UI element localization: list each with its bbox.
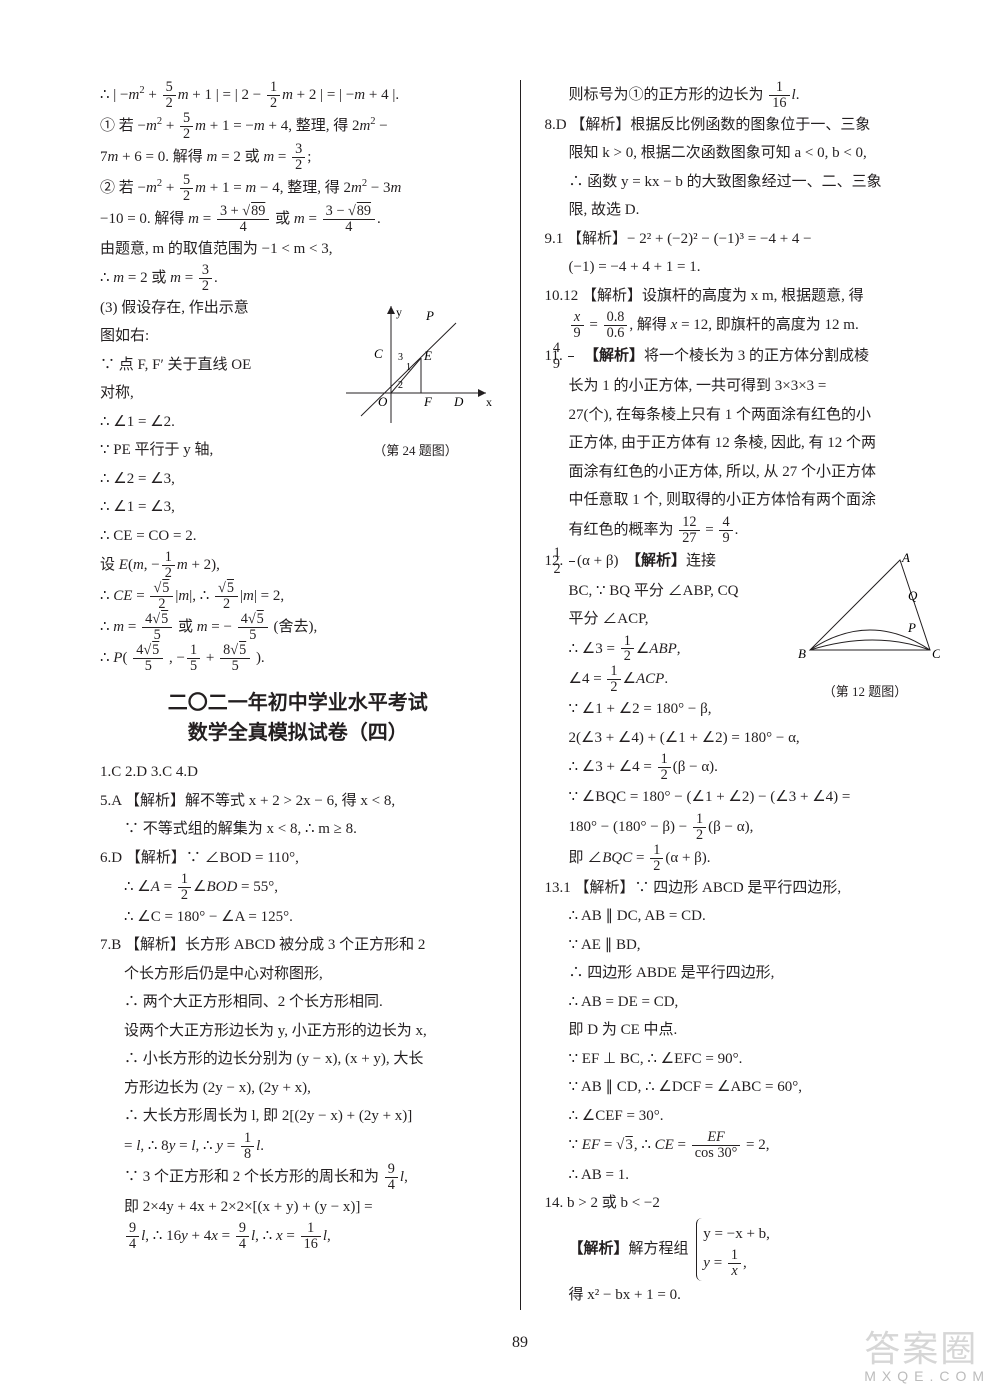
title-line-2: 数学全真模拟试卷（四） xyxy=(100,718,496,748)
line: 方形边长为 (2y − x), (2y + x), xyxy=(100,1074,496,1103)
svg-text:1: 1 xyxy=(406,362,411,373)
svg-text:3: 3 xyxy=(398,352,403,363)
line: ∴ m = 2 或 m = 32. xyxy=(100,263,496,294)
line: (−1) = −4 + 4 + 1 = 1. xyxy=(545,253,941,282)
line: 得 x² − bx + 1 = 0. xyxy=(545,1281,941,1310)
svg-text:P: P xyxy=(425,308,434,323)
line: 即 ∠BQC = 12(α + β). xyxy=(545,843,941,874)
axis-x-label: x xyxy=(486,395,492,409)
line: 中任意取 1 个, 则取得的小正方体恰有两个面涂 xyxy=(545,486,941,515)
line: ∴ ∠2 = ∠3, xyxy=(100,465,496,494)
page-number: 89 xyxy=(100,1334,940,1352)
title-line-1: 二〇二一年初中学业水平考试 xyxy=(100,688,496,718)
q14: 14. b > 2 或 b < −2 xyxy=(545,1189,941,1218)
line: 设两个大正方形边长为 y, 小正方形的边长为 x, xyxy=(100,1017,496,1046)
line: ∵ AE ∥ BD, xyxy=(545,931,941,960)
line: 【解析】解方程组 y = −x + b, y = 1x, xyxy=(545,1218,941,1281)
page-root: ∴ | −m2 + 52m + 1 | = | 2 − 12m + 2 | = … xyxy=(0,0,1000,1392)
line: 由题意, m 的取值范围为 −1 < m < 3, xyxy=(100,235,496,264)
line: ∴ CE = CO = 2. xyxy=(100,522,496,551)
line: ∴ 四边形 ABDE 是平行四边形, xyxy=(545,959,941,988)
line: ∴ ∠CEF = 30°. xyxy=(545,1102,941,1131)
line: 面涂有红色的小正方体, 所以, 从 27 个小正方体 xyxy=(545,458,941,487)
line: 180° − (180° − β) − 12(β − α), xyxy=(545,812,941,843)
line: −10 = 0. 解得 m = 3 + √894 或 m = 3 − √894. xyxy=(100,204,496,235)
line: 94l, ∴ 16y + 4x = 94l, ∴ x = 116l, xyxy=(100,1221,496,1252)
figure-12: A B C Q P （第 12 题图） xyxy=(790,550,940,705)
line: 7m + 6 = 0. 解得 m = 2 或 m = 32; xyxy=(100,142,496,173)
q13: 13.1 【解析】∵ 四边形 ABCD 是平行四边形, xyxy=(545,874,941,903)
figure-24: y x P C E O F D 3 1 2 （第 24 题图） xyxy=(336,298,496,463)
line: x9 = 0.80.6, 解得 x = 12, 即旗杆的高度为 12 m. xyxy=(545,310,941,341)
line: ∵ AB ∥ CD, ∴ ∠DCF = ∠ABC = 60°, xyxy=(545,1073,941,1102)
line: 则标号为①的正方形的边长为 116l. xyxy=(545,80,941,111)
line: ∴ AB ∥ DC, AB = CD. xyxy=(545,902,941,931)
svg-text:C: C xyxy=(932,646,940,661)
line: 2(∠3 + ∠4) + (∠1 + ∠2) = 180° − α, xyxy=(545,724,941,753)
line: 正方体, 由于正方体有 12 条棱, 因此, 有 12 个两 xyxy=(545,429,941,458)
svg-text:O: O xyxy=(378,394,388,409)
line: ∴ CE = √52|m|, ∴ √52|m| = 2, xyxy=(100,581,496,612)
line: ∴ P( 4√55 , −15 + 8√55 ). xyxy=(100,643,496,674)
line: = l, ∴ 8y = l, ∴ y = 18l. xyxy=(100,1131,496,1162)
column-divider xyxy=(520,80,521,1310)
q9: 9.1 【解析】− 2² + (−2)² − (−1)³ = −4 + 4 − xyxy=(545,225,941,254)
line: ∵ 3 个正方形和 2 个长方形的周长和为 94l, xyxy=(100,1162,496,1193)
line: ∴ AB = DE = CD, xyxy=(545,988,941,1017)
line: ∴ 函数 y = kx − b 的大致图象经过一、二、三象 xyxy=(545,168,941,197)
line: 有红色的概率为 1227 = 49. xyxy=(545,515,941,546)
line: 限知 k > 0, 根据二次函数图象可知 a < 0, b < 0, xyxy=(545,139,941,168)
line: 27(个), 在每条棱上只有 1 个两面涂有红色的小 xyxy=(545,401,941,430)
q6: 6.D 【解析】∵ ∠BOD = 110°, xyxy=(100,844,496,873)
line: 限, 故选 D. xyxy=(545,196,941,225)
line: ∴ ∠3 + ∠4 = 12(β − α). xyxy=(545,752,941,783)
svg-text:D: D xyxy=(453,394,464,409)
line: ∴ ∠1 = ∠3, xyxy=(100,493,496,522)
svg-text:E: E xyxy=(423,348,432,363)
svg-text:Q: Q xyxy=(908,588,918,603)
line: ∵ EF ⊥ BC, ∴ ∠EFC = 90°. xyxy=(545,1045,941,1074)
q7: 7.B 【解析】长方形 ABCD 被分成 3 个正方形和 2 xyxy=(100,931,496,960)
q11: 11. 49 【解析】将一个棱长为 3 的正方体分割成棱 xyxy=(545,341,941,372)
watermark-sub: MXQE.COM xyxy=(864,1368,990,1384)
line: 设 E(m, −12m + 2), xyxy=(100,550,496,581)
line: ∵ 不等式组的解集为 x < 8, ∴ m ≥ 8. xyxy=(100,815,496,844)
line: ∵ ∠BQC = 180° − (∠1 + ∠2) − (∠3 + ∠4) = xyxy=(545,783,941,812)
watermark: 答案圈 MXQE.COM xyxy=(864,1320,990,1384)
q10: 10.12 【解析】设旗杆的高度为 x m, 根据题意, 得 xyxy=(545,282,941,311)
axis-y-label: y xyxy=(396,305,402,319)
line: ② 若 −m2 + 52m + 1 = m − 4, 整理, 得 2m2 − 3… xyxy=(100,173,496,204)
line: 即 D 为 CE 中点. xyxy=(545,1016,941,1045)
line: ∴ m = 4√55 或 m = − 4√55 (舍去), xyxy=(100,612,496,643)
svg-text:F: F xyxy=(423,394,433,409)
two-column-layout: ∴ | −m2 + 52m + 1 | = | 2 − 12m + 2 | = … xyxy=(100,80,940,1310)
svg-text:2: 2 xyxy=(398,380,403,391)
left-column: ∴ | −m2 + 52m + 1 | = | 2 − 12m + 2 | = … xyxy=(100,80,496,1310)
paper-title: 二〇二一年初中学业水平考试 数学全真模拟试卷（四） xyxy=(100,688,496,748)
svg-text:A: A xyxy=(901,550,910,565)
figure-24-caption: （第 24 题图） xyxy=(336,439,496,464)
svg-text:C: C xyxy=(374,346,383,361)
q8: 8.D 【解析】根据反比例函数的图象位于一、三象 xyxy=(545,111,941,140)
figure-12-caption: （第 12 题图） xyxy=(790,680,940,705)
line: ∴ ∠A = 12∠BOD = 55°, xyxy=(100,872,496,903)
svg-text:B: B xyxy=(798,646,806,661)
line: ① 若 −m2 + 52m + 1 = −m + 4, 整理, 得 2m2 − xyxy=(100,111,496,142)
right-column: 则标号为①的正方形的边长为 116l. 8.D 【解析】根据反比例函数的图象位于… xyxy=(545,80,941,1310)
line: 个长方形后仍是中心对称图形, xyxy=(100,960,496,989)
line: ∴ 两个大正方形相同、2 个长方形相同. xyxy=(100,988,496,1017)
line: ∵ EF = √3, ∴ CE = EFcos 30° = 2, xyxy=(545,1130,941,1161)
line: 即 2×4y + 4x + 2×2×[(x + y) + (y − x)] = xyxy=(100,1193,496,1222)
line: ∴ | −m2 + 52m + 1 | = | 2 − 12m + 2 | = … xyxy=(100,80,496,111)
svg-text:P: P xyxy=(907,620,916,635)
line: ∴ 大长方形周长为 l, 即 2[(2y − x) + (2y + x)] xyxy=(100,1102,496,1131)
line: ∴ AB = 1. xyxy=(545,1161,941,1190)
q5: 5.A 【解析】解不等式 x + 2 > 2x − 6, 得 x < 8, xyxy=(100,787,496,816)
line: ∴ 小长方形的边长分别为 (y − x), (x + y), 大长 xyxy=(100,1045,496,1074)
answers-1-4: 1.C 2.D 3.C 4.D xyxy=(100,758,496,787)
line: 长为 1 的小正方体, 一共可得到 3×3×3 = xyxy=(545,372,941,401)
line: ∴ ∠C = 180° − ∠A = 125°. xyxy=(100,903,496,932)
